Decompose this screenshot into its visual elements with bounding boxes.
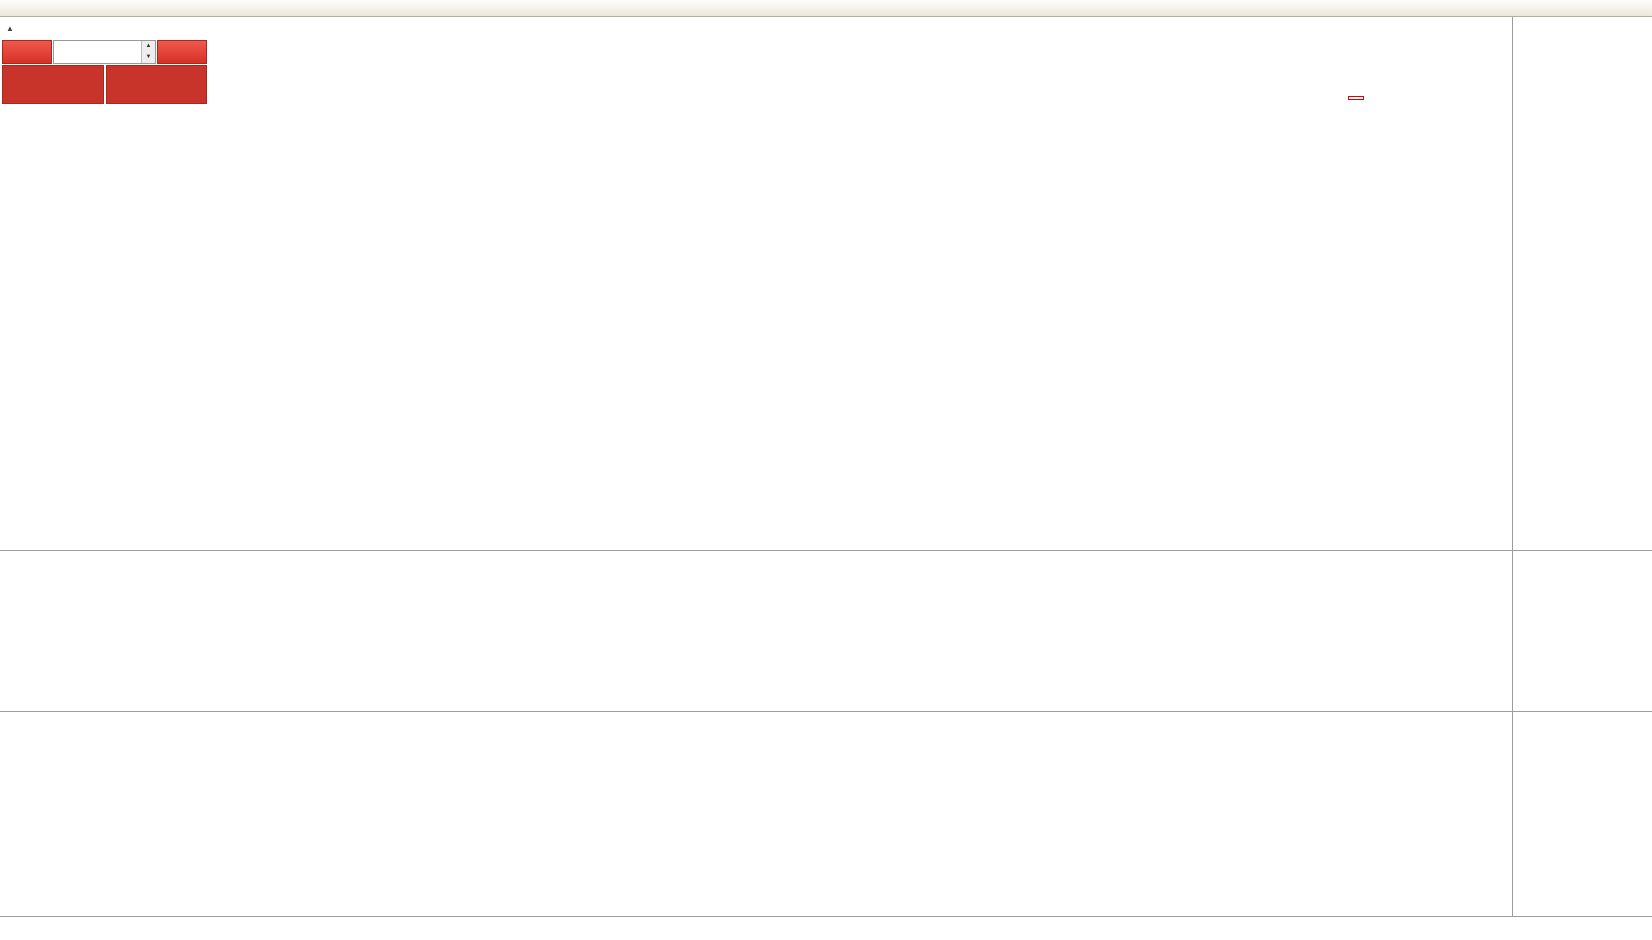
main-toolbar <box>0 0 1652 17</box>
volume-field: ▲ ▼ <box>53 40 156 64</box>
trade-panel-toggle-icon[interactable]: ▲ <box>6 24 14 33</box>
panel-separator-macd[interactable] <box>0 550 1652 551</box>
buy-button[interactable] <box>157 40 207 64</box>
volume-decrease-button[interactable]: ▼ <box>142 52 155 63</box>
time-axis-separator <box>0 916 1652 917</box>
sell-button[interactable] <box>2 40 52 64</box>
price-level-callout[interactable] <box>1348 96 1364 100</box>
chart-info-line: ▲ <box>6 22 51 34</box>
toolbar-right-group <box>1646 0 1650 16</box>
sell-price[interactable] <box>2 65 104 104</box>
volume-input[interactable] <box>54 41 141 63</box>
buy-price[interactable] <box>105 65 207 104</box>
one-click-trading-panel: ▲ ▼ <box>2 40 207 104</box>
rsi-label <box>4 714 9 725</box>
price-axis-separator <box>1512 17 1513 916</box>
volume-increase-button[interactable]: ▲ <box>142 41 155 52</box>
chart-canvas[interactable] <box>0 0 1512 940</box>
panel-separator-rsi[interactable] <box>0 711 1652 712</box>
macd-label <box>4 552 14 563</box>
